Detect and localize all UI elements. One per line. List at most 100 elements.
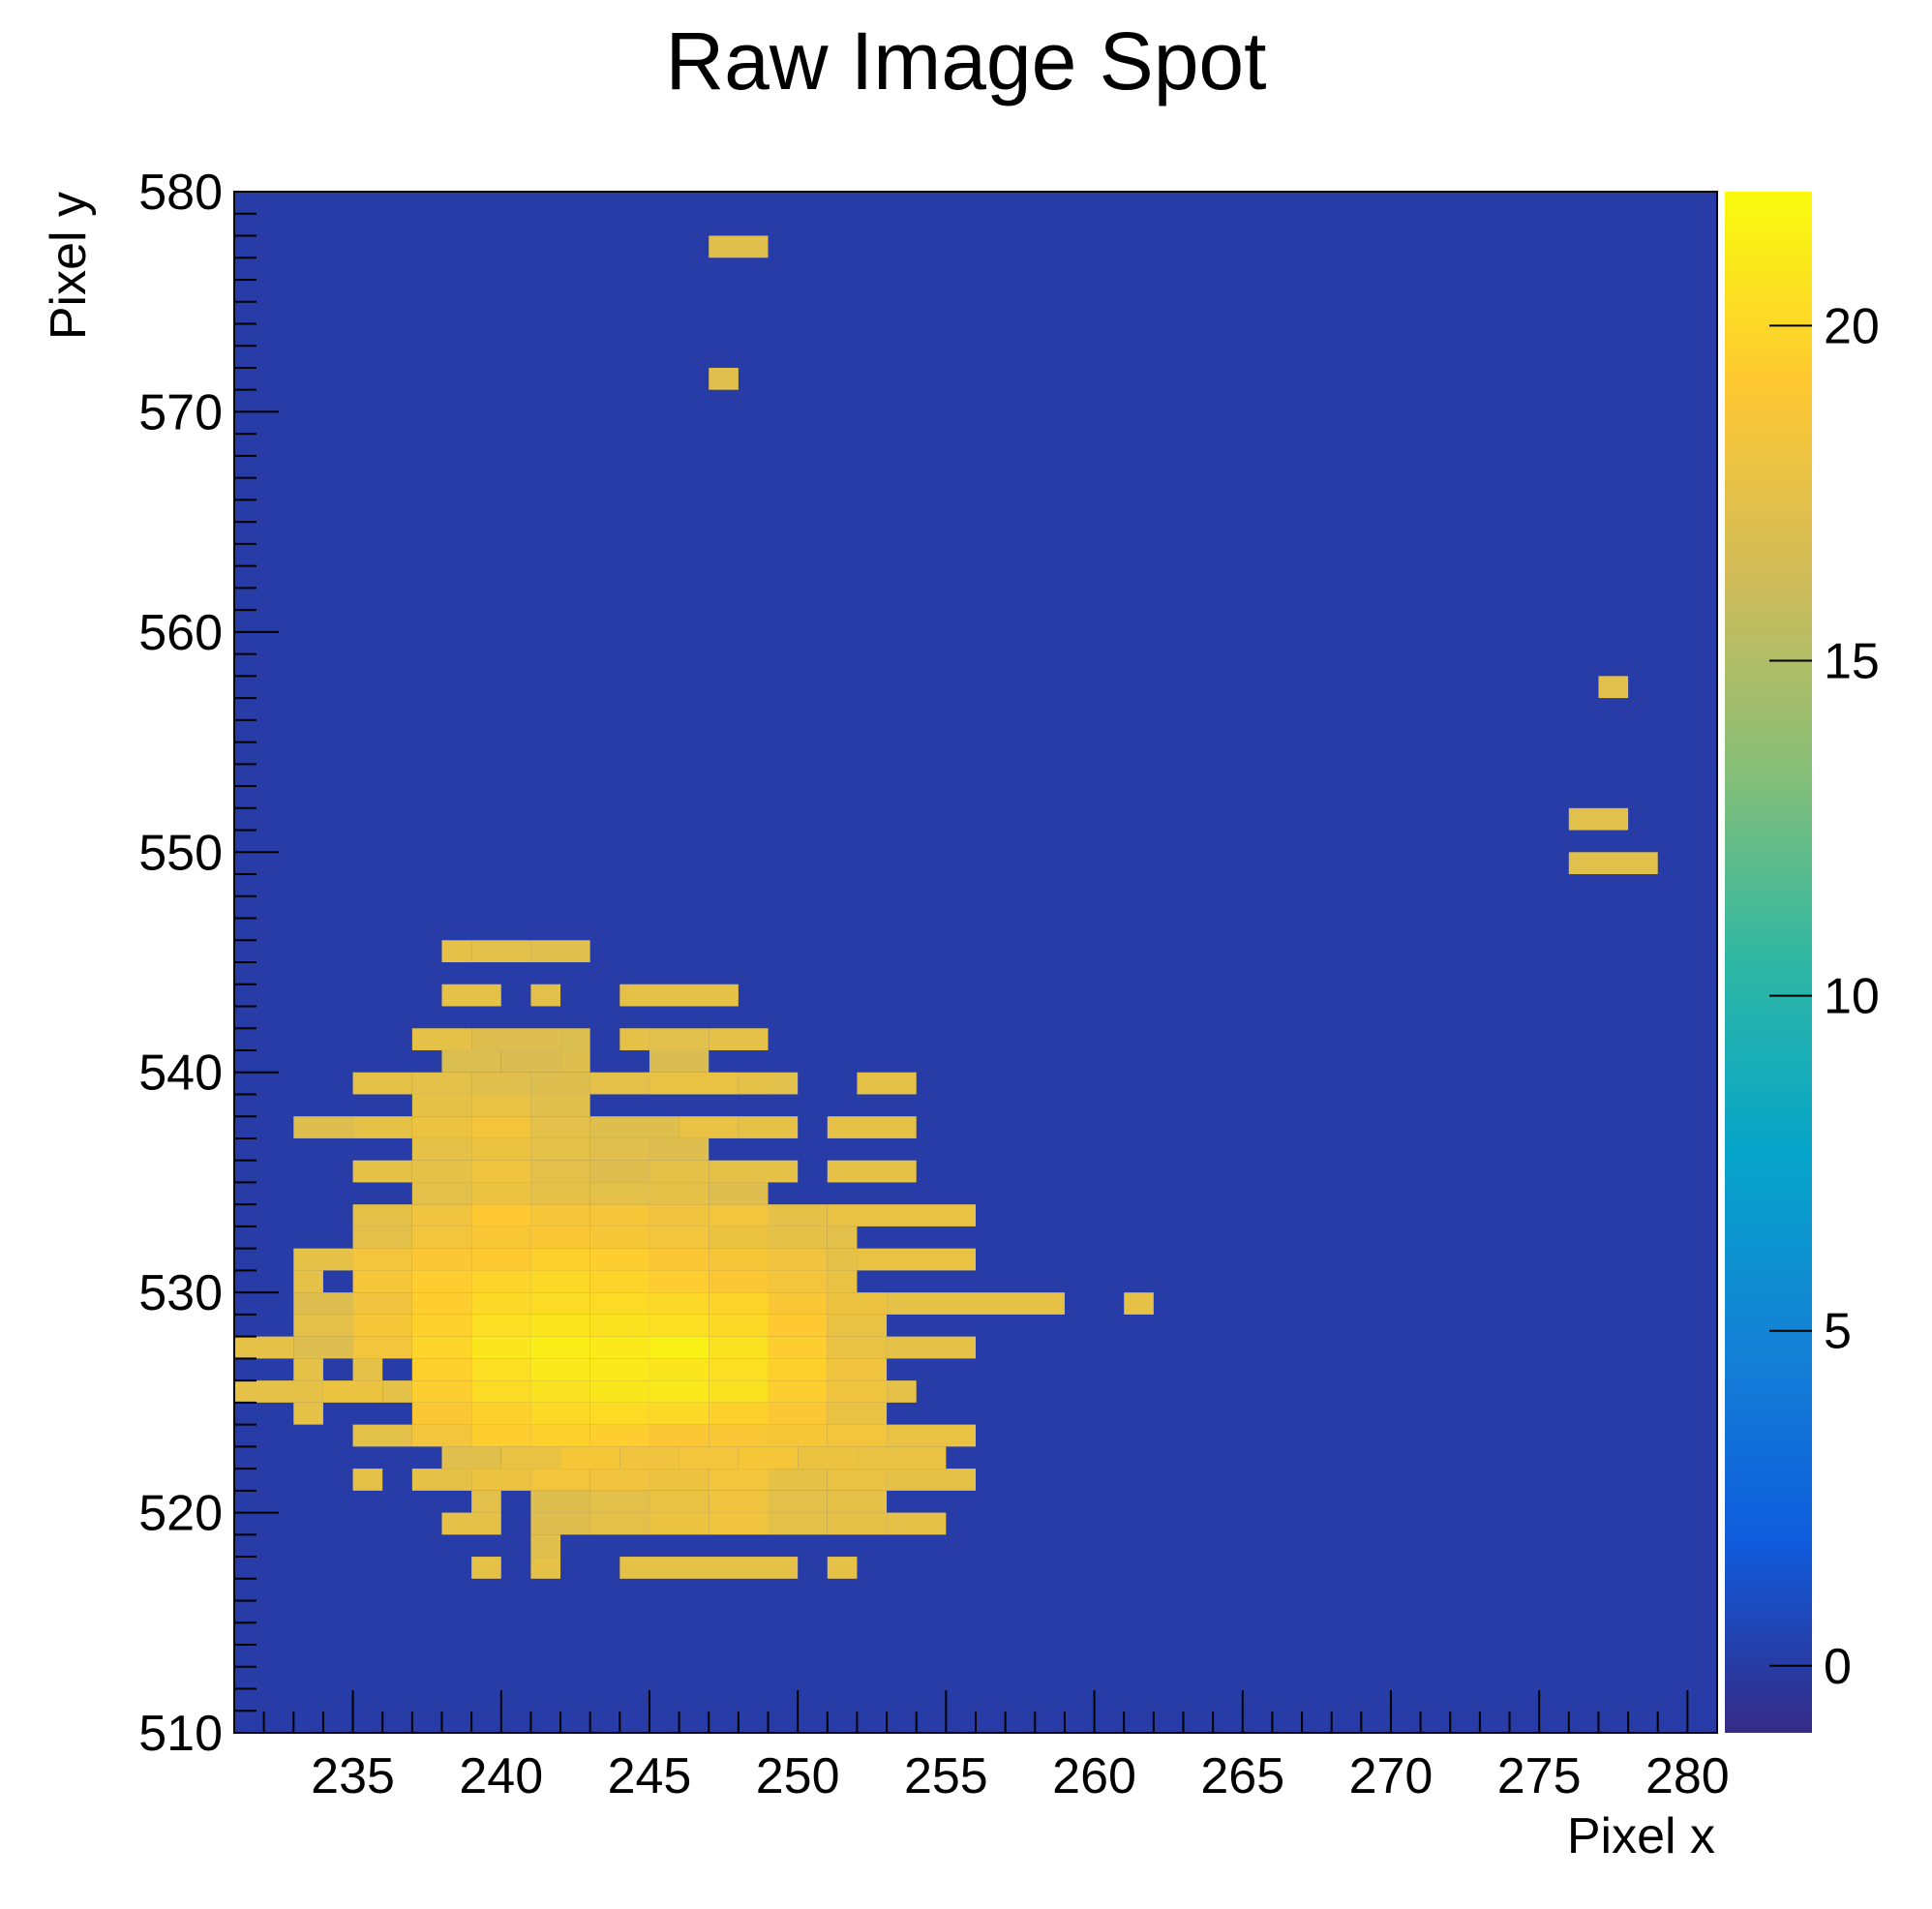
heatmap-cell	[441, 1512, 501, 1535]
heatmap-cell	[589, 1204, 649, 1227]
x-tick-label: 260	[1052, 1748, 1136, 1804]
y-tick-label: 510	[138, 1706, 223, 1762]
heatmap-cell	[471, 1160, 531, 1183]
heatmap-cell	[411, 1028, 472, 1050]
heatmap-cell	[411, 1116, 472, 1138]
heatmap-cell	[768, 1424, 828, 1447]
heatmap-cell	[234, 1336, 294, 1359]
heatmap-cell	[530, 984, 561, 1007]
heatmap-cell	[709, 1226, 769, 1249]
y-tick-label: 540	[138, 1045, 223, 1102]
heatmap-cell	[679, 1446, 739, 1470]
heatmap-cell	[768, 1469, 828, 1491]
heatmap-cell	[471, 1292, 531, 1315]
heatmap-cell	[649, 1049, 709, 1073]
heatmap-cell	[530, 1072, 590, 1095]
heatmap-cell	[530, 1358, 590, 1381]
heatmap-cell	[589, 1380, 649, 1403]
heatmap-cell	[471, 1072, 531, 1095]
heatmap-cell	[471, 1557, 501, 1579]
heatmap-cell	[471, 1182, 531, 1205]
heatmap-cell	[234, 1380, 323, 1403]
heatmap-cell	[768, 1072, 799, 1095]
heatmap-cell	[293, 1248, 353, 1271]
heatmap-cell	[827, 1512, 888, 1535]
heatmap-cell	[709, 367, 739, 390]
heatmap-cell	[827, 1226, 858, 1249]
heatmap-cell	[589, 1182, 649, 1205]
heatmap-cell	[649, 1270, 709, 1293]
heatmap-cell	[560, 1446, 620, 1470]
heatmap-cell	[352, 1160, 412, 1183]
x-tick-label: 275	[1497, 1748, 1582, 1804]
x-tick-label: 270	[1349, 1748, 1434, 1804]
heatmap-cell	[471, 1226, 531, 1249]
heatmap-cell	[411, 1226, 472, 1249]
heatmap-cell	[411, 1292, 472, 1315]
heatmap-cell	[768, 1402, 828, 1425]
y-tick-label: 560	[138, 605, 223, 661]
heatmap-cell	[441, 1446, 501, 1470]
heatmap-cell	[589, 1424, 649, 1447]
heatmap-cell	[352, 1358, 383, 1381]
heatmap-cell	[441, 984, 501, 1007]
heatmap-cell	[352, 1226, 412, 1249]
heatmap-cell	[887, 1336, 976, 1359]
heatmap-cell	[352, 1204, 412, 1227]
heatmap-cell	[589, 1292, 649, 1315]
heatmap-cell	[293, 1358, 323, 1381]
heatmap-cell	[649, 1512, 709, 1535]
heatmap-cell	[649, 1490, 709, 1513]
heatmap-cell	[649, 1358, 709, 1381]
heatmap-cell	[827, 1490, 888, 1513]
x-tick-label: 240	[459, 1748, 543, 1804]
heatmap-cell	[530, 1226, 590, 1249]
colorbar-tick-label: 10	[1824, 969, 1880, 1025]
heatmap-cell	[411, 1248, 472, 1271]
heatmap-cell	[589, 1270, 649, 1293]
heatmap-cell	[560, 1028, 590, 1050]
heatmap-cell	[530, 1402, 590, 1425]
heatmap-cell	[352, 1116, 412, 1138]
heatmap-cell	[500, 1446, 561, 1470]
heatmap-cell	[589, 1160, 649, 1183]
heatmap-cell	[471, 1116, 531, 1138]
heatmap-cell	[411, 1358, 472, 1381]
heatmap-cell	[827, 1248, 858, 1271]
y-tick-label: 580	[138, 165, 223, 221]
heatmap-cell	[441, 1049, 501, 1073]
heatmap-cell	[530, 1094, 590, 1117]
heatmap-cell	[709, 235, 769, 258]
heatmap-cell	[709, 1160, 799, 1183]
heatmap-cell	[530, 1336, 590, 1359]
colorbar-tick-label: 5	[1824, 1304, 1852, 1360]
heatmap-cell	[887, 1380, 917, 1403]
heatmap-cell	[709, 1336, 769, 1359]
heatmap-cell	[709, 1424, 769, 1447]
heatmap-cell	[768, 1292, 828, 1315]
heatmap-cell	[709, 1469, 769, 1491]
heatmap-cell	[1568, 852, 1658, 875]
heatmap-cell	[471, 1358, 531, 1381]
heatmap-cell	[709, 1314, 769, 1337]
heatmap-cell	[471, 1314, 531, 1337]
colorbar-tick-label: 15	[1824, 634, 1880, 690]
colorbar: 0 5 10 15 20	[1725, 192, 1880, 1733]
heatmap-cell	[293, 1336, 353, 1359]
heatmap-cell	[382, 1380, 412, 1403]
heatmap-cell	[827, 1557, 858, 1579]
heatmap-cell	[768, 1336, 828, 1359]
heatmap-cell	[679, 1116, 739, 1138]
heatmap-cell	[441, 940, 472, 962]
heatmap-cell	[411, 1072, 472, 1095]
heatmap-cell	[649, 1424, 709, 1447]
heatmap-cell	[471, 1270, 531, 1293]
heatmap-cell	[709, 1512, 769, 1535]
heatmap-cell	[827, 1402, 888, 1425]
heatmap-cell	[827, 1314, 888, 1337]
heatmap-cell	[530, 1270, 590, 1293]
heatmap-cell	[589, 1072, 649, 1095]
heatmap-cell	[352, 1469, 383, 1491]
heatmap-cell	[827, 1116, 917, 1138]
heatmap-cell	[411, 1270, 472, 1293]
